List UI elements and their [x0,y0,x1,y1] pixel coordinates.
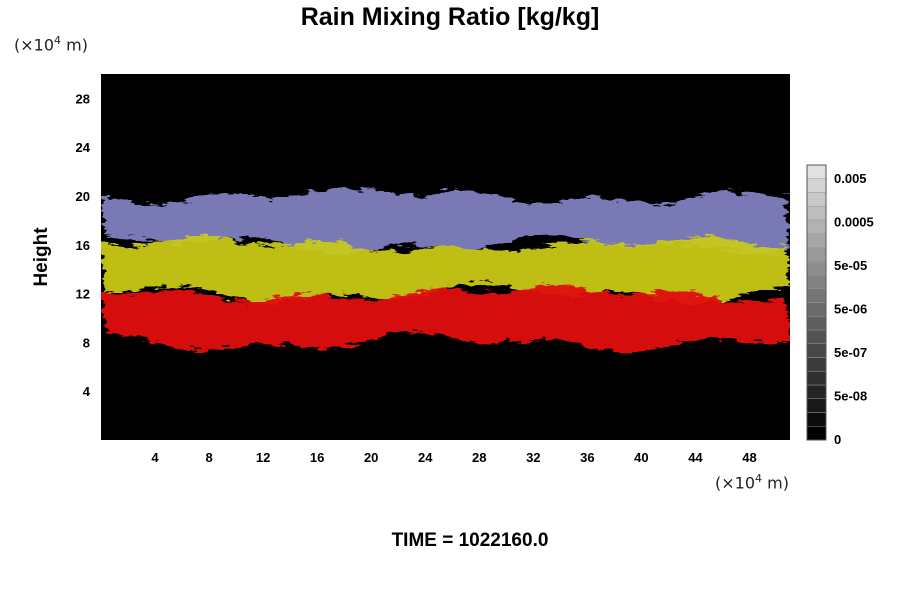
colorbar-cell [806,261,827,276]
colorbar-cell [806,164,827,179]
chart-title: Rain Mixing Ratio [kg/kg] [300,3,600,31]
colorbar-cell [806,316,827,331]
colorbar-frame [806,164,827,441]
colorbar-cell [806,219,827,234]
colorbar: 0.005 0.0005 5e-05 5e-06 5e-07 5e-08 0 [806,164,874,447]
colorbar-cell [806,398,827,413]
layer-lower [101,284,790,354]
colorbar-cell [806,192,827,207]
colorbar-cell [806,426,827,441]
colorbar-label: 0.005 [834,171,867,186]
colorbar-label: 5e-08 [834,389,867,404]
colorbar-label: 5e-05 [834,258,867,273]
x-tick-label: 40 [634,450,648,465]
x-tick-label: 48 [742,450,756,465]
y-tick-label: 12 [76,287,90,302]
colorbar-cell [806,343,827,358]
y-tick-label: 8 [83,335,90,350]
colorbar-cell [806,274,827,289]
colorbar-label: 0.0005 [834,215,874,230]
x-tick-label: 28 [472,450,486,465]
y-tick-label: 4 [83,384,91,399]
colorbar-label: 5e-06 [834,302,867,317]
colorbar-cell [806,371,827,386]
x-tick-label: 4 [151,450,159,465]
y-tick-label: 20 [76,189,90,204]
layer-middle [101,235,790,305]
y-tick-label: 24 [76,140,91,155]
x-tick-label: 8 [205,450,212,465]
time-label: TIME = 1022160.0 [391,530,549,551]
colorbar-label: 5e-07 [834,345,867,360]
x-tick-label: 12 [256,450,270,465]
x-tick-label: 24 [418,450,433,465]
colorbar-label: 0 [834,432,841,447]
colorbar-cell [806,178,827,193]
y-tick-label: 16 [76,238,90,253]
colorbar-cell [806,412,827,427]
layer-upper [101,187,790,256]
colorbar-cell [806,302,827,317]
y-axis-unit: (×104 m) [14,34,88,55]
x-tick-label: 36 [580,450,594,465]
colorbar-cell [806,233,827,248]
x-axis-unit: (×104 m) [715,472,789,493]
colorbar-cell [806,329,827,344]
x-tick-label: 20 [364,450,378,465]
colorbar-cell [806,288,827,303]
colorbar-cell [806,357,827,372]
x-tick-label: 32 [526,450,540,465]
colorbar-cell [806,206,827,221]
colorbar-cell [806,384,827,399]
x-tick-label: 44 [688,450,703,465]
y-tick-label: 28 [76,91,90,106]
x-tick-label: 16 [310,450,324,465]
colorbar-cell [806,247,827,262]
